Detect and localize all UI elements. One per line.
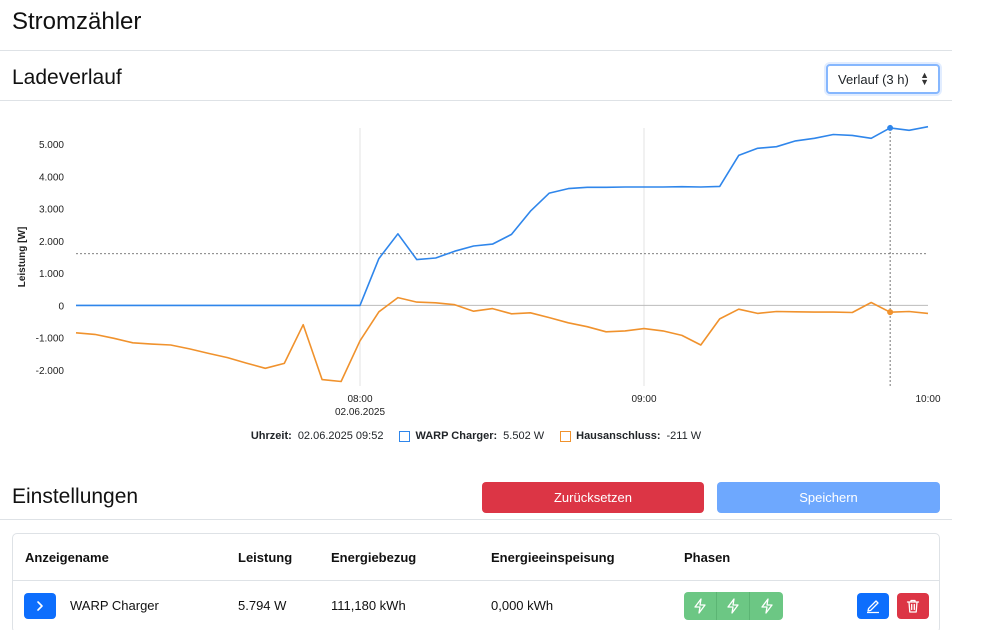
- lightning-icon: [760, 598, 773, 614]
- y-tick-label: -1.000: [36, 334, 65, 345]
- legend-swatch-warp: [399, 430, 411, 442]
- history-range-value: Verlauf (3 h): [838, 71, 909, 87]
- history-title: Ladeverlauf: [12, 66, 122, 89]
- chevron-right-icon: [37, 601, 43, 611]
- y-tick-label: 2.000: [39, 237, 64, 248]
- save-button[interactable]: Speichern: [717, 482, 940, 513]
- row-power: 5.794 W: [238, 598, 287, 613]
- x-tick-label: 09:00: [631, 394, 656, 405]
- y-tick-label: 1.000: [39, 269, 64, 280]
- page-title: Stromzähler: [12, 8, 142, 35]
- column-header-export: Energieeinspeisung: [491, 550, 615, 565]
- delete-meter-button[interactable]: [897, 593, 929, 619]
- row-energy-export: 0,000 kWh: [491, 598, 554, 613]
- column-header-name: Anzeigename: [25, 550, 109, 565]
- y-tick-label: 0: [58, 301, 64, 312]
- divider: [0, 50, 952, 51]
- phase-l2-indicator: [717, 592, 750, 620]
- legend-item-warp[interactable]: WARP Charger: 5.502 W: [399, 430, 544, 442]
- phase-indicators: [684, 592, 783, 620]
- legend-time: Uhrzeit: 02.06.2025 09:52: [251, 430, 384, 442]
- series-line-hausanschluss: [75, 296, 929, 383]
- legend-swatch-house: [560, 430, 572, 442]
- meter-table: Anzeigename Leistung Energiebezug Energi…: [12, 533, 940, 630]
- select-arrows-icon: ▲ ▼: [920, 70, 929, 87]
- x-tick-sublabel: 02.06.2025: [335, 407, 385, 418]
- legend-house-value: -211 W: [666, 430, 702, 442]
- hover-point-warp-charger: [887, 124, 894, 131]
- pencil-icon: [867, 600, 879, 614]
- chart-legend: Uhrzeit: 02.06.2025 09:52 WARP Charger: …: [0, 430, 952, 442]
- y-tick-label: -2.000: [36, 366, 65, 377]
- column-header-power: Leistung: [238, 550, 293, 565]
- reset-button[interactable]: Zurücksetzen: [482, 482, 704, 513]
- settings-title: Einstellungen: [12, 485, 139, 508]
- hover-point-hausanschluss: [887, 309, 894, 316]
- trash-icon: [906, 599, 920, 613]
- legend-house-name: Hausanschluss:: [576, 430, 661, 442]
- y-tick-label: 4.000: [39, 172, 64, 183]
- x-tick-label: 08:00: [347, 394, 372, 405]
- divider: [0, 100, 952, 101]
- table-header: Anzeigename Leistung Energiebezug Energi…: [13, 534, 939, 581]
- expand-row-button[interactable]: [24, 593, 56, 619]
- column-header-import: Energiebezug: [331, 550, 417, 565]
- y-tick-label: 3.000: [39, 205, 64, 216]
- phase-l1-indicator: [684, 592, 717, 620]
- edit-meter-button[interactable]: [857, 593, 889, 619]
- series-line-warp-charger: [76, 125, 929, 307]
- lightning-icon: [694, 598, 706, 614]
- row-energy-import: 111,180 kWh: [331, 598, 406, 613]
- column-header-phases: Phasen: [684, 550, 731, 565]
- power-history-chart[interactable]: 5.000 4.000 3.000 2.000 1.000 0 -1.000 -2.000 Le…: [0, 110, 952, 430]
- legend-time-value: 02.06.2025 09:52: [297, 430, 384, 442]
- y-axis-label: Leistung [W]: [17, 227, 28, 288]
- divider: [0, 519, 952, 520]
- row-display-name: WARP Charger: [70, 598, 159, 613]
- lightning-icon: [727, 598, 739, 614]
- history-range-select[interactable]: Verlauf (3 h) ▲ ▼: [826, 64, 940, 94]
- x-tick-label: 10:00: [915, 394, 940, 405]
- legend-item-house[interactable]: Hausanschluss: -211 W: [560, 430, 701, 442]
- legend-warp-name: WARP Charger:: [415, 430, 498, 442]
- y-tick-label: 5.000: [39, 140, 64, 151]
- legend-warp-value: 5.502 W: [503, 430, 545, 442]
- phase-l3-indicator: [750, 592, 783, 620]
- legend-time-label: Uhrzeit:: [250, 430, 292, 442]
